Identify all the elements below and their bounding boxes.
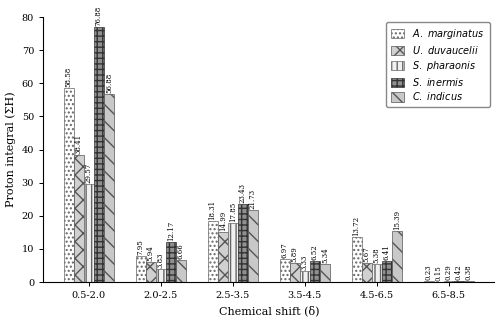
- Bar: [146, 262, 156, 282]
- Bar: [64, 88, 74, 282]
- Text: 5.67: 5.67: [362, 247, 370, 262]
- Bar: [290, 263, 300, 282]
- Text: 7.95: 7.95: [136, 239, 144, 255]
- Text: 18.31: 18.31: [208, 200, 216, 221]
- Bar: [280, 259, 289, 282]
- Text: 5.94: 5.94: [146, 246, 154, 261]
- Bar: [454, 281, 464, 282]
- Bar: [424, 281, 434, 282]
- Bar: [218, 232, 228, 282]
- Text: 6.52: 6.52: [311, 244, 319, 260]
- Bar: [320, 264, 330, 282]
- Bar: [248, 210, 258, 282]
- Text: 15.39: 15.39: [393, 210, 401, 230]
- Text: 0.38: 0.38: [465, 264, 473, 280]
- Bar: [156, 270, 166, 282]
- Bar: [74, 155, 84, 282]
- Text: 17.85: 17.85: [229, 202, 237, 222]
- Y-axis label: Proton integral (ΣH): Proton integral (ΣH): [6, 92, 16, 207]
- Text: 29.57: 29.57: [85, 163, 93, 183]
- Text: 12.17: 12.17: [167, 221, 175, 241]
- Text: 23.43: 23.43: [239, 184, 247, 204]
- Text: 6.97: 6.97: [280, 242, 288, 258]
- Bar: [372, 264, 382, 282]
- X-axis label: Chemical shift (δ): Chemical shift (δ): [218, 306, 319, 317]
- Bar: [310, 260, 320, 282]
- Legend: $\it{A.}$ $\it{marginatus}$, $\it{U.}$ $\it{duvaucelii}$, $\it{S.}$ $\it{pharaon: $\it{A.}$ $\it{marginatus}$, $\it{U.}$ $…: [386, 22, 490, 107]
- Bar: [352, 237, 362, 282]
- Text: 3.83: 3.83: [157, 253, 165, 269]
- Text: 0.29: 0.29: [444, 264, 452, 280]
- Text: 5.38: 5.38: [372, 248, 380, 263]
- Text: 56.88: 56.88: [105, 72, 113, 93]
- Text: 21.73: 21.73: [249, 189, 257, 209]
- Text: 58.58: 58.58: [64, 67, 72, 87]
- Bar: [104, 94, 114, 282]
- Text: 0.15: 0.15: [434, 265, 442, 280]
- Bar: [166, 242, 176, 282]
- Bar: [208, 222, 218, 282]
- Text: 5.34: 5.34: [321, 248, 329, 263]
- Bar: [94, 27, 104, 282]
- Text: 13.72: 13.72: [352, 215, 360, 236]
- Bar: [136, 256, 145, 282]
- Bar: [238, 204, 248, 282]
- Bar: [176, 260, 186, 282]
- Bar: [84, 184, 94, 282]
- Bar: [382, 261, 392, 282]
- Text: 3.33: 3.33: [301, 255, 309, 270]
- Text: 38.41: 38.41: [74, 134, 82, 154]
- Bar: [444, 281, 454, 282]
- Bar: [464, 281, 474, 282]
- Bar: [392, 231, 402, 282]
- Text: 14.99: 14.99: [218, 211, 226, 232]
- Bar: [228, 223, 238, 282]
- Text: 76.88: 76.88: [95, 6, 103, 26]
- Text: 0.23: 0.23: [424, 265, 432, 280]
- Bar: [362, 263, 372, 282]
- Text: 5.89: 5.89: [290, 246, 298, 261]
- Text: 6.66: 6.66: [177, 243, 185, 259]
- Bar: [300, 271, 310, 282]
- Text: 0.42: 0.42: [455, 264, 463, 280]
- Text: 6.41: 6.41: [383, 244, 391, 260]
